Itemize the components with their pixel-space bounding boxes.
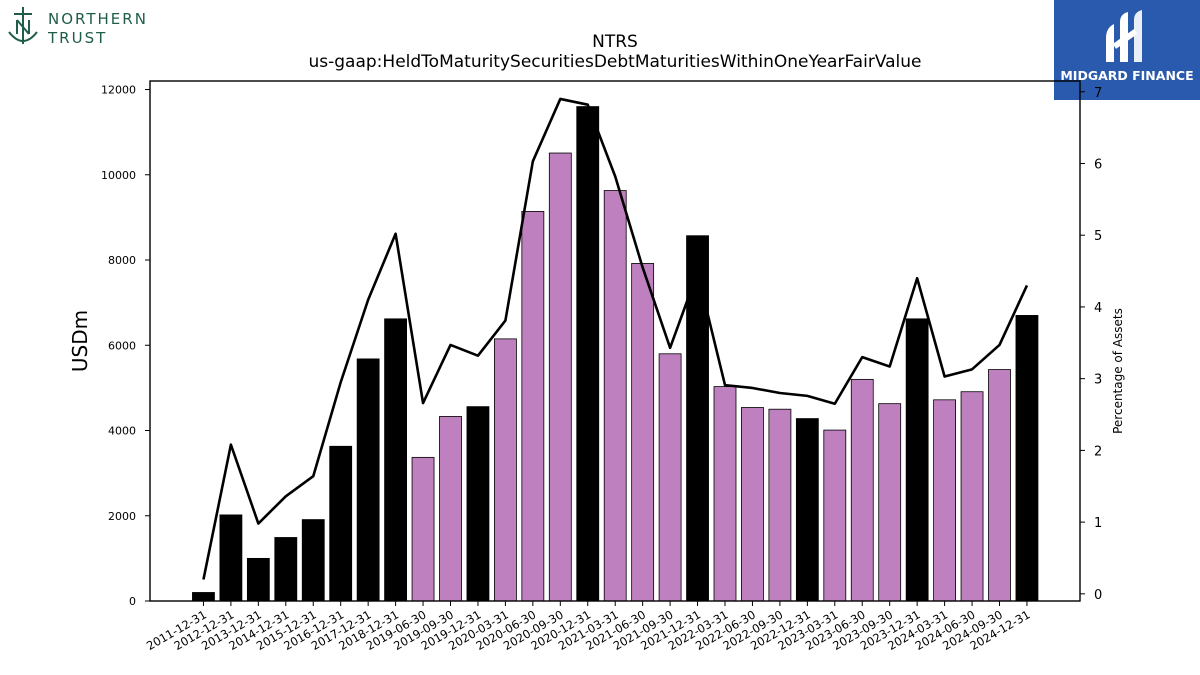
bar-2022-06-30 — [741, 407, 764, 602]
bar-2022-09-30 — [768, 408, 792, 602]
y-tick-label-8000: 8000 — [108, 254, 136, 267]
y2-tick-label-6: 6 — [1094, 157, 1102, 172]
y-axis-label: USDm — [68, 310, 92, 372]
bar-2021-03-31 — [603, 190, 627, 602]
y2-tick-label-5: 5 — [1094, 229, 1102, 244]
bar-2016-12-31 — [329, 445, 353, 602]
logo-text-northern: NORTHERN — [48, 10, 148, 28]
bar-2023-03-31 — [823, 429, 847, 602]
bar-2013-12-31 — [246, 557, 270, 602]
y-tick-label-2000: 2000 — [108, 510, 136, 523]
y-tick-label-10000: 10000 — [101, 169, 136, 182]
bar-2022-03-31 — [713, 386, 737, 602]
y-tick-label-12000: 12000 — [101, 84, 136, 97]
bar-2018-12-31 — [384, 318, 408, 602]
bar-2015-12-31 — [301, 519, 325, 602]
anchor-icon — [8, 7, 38, 44]
bar-2014-12-31 — [274, 537, 298, 602]
bar-2017-12-31 — [356, 358, 380, 602]
bar-2019-09-30 — [439, 416, 462, 602]
bar-2020-12-31 — [576, 106, 600, 602]
y2-tick-label-3: 3 — [1094, 373, 1102, 388]
midgard-finance-logo: MIDGARD FINANCE — [1054, 0, 1200, 100]
bar-2024-06-30 — [960, 391, 984, 602]
percentage-line — [202, 97, 1029, 580]
bar-2022-12-31 — [795, 418, 819, 602]
bar-2011-12-31 — [192, 592, 215, 602]
bar-2023-09-30 — [878, 403, 902, 602]
y2-axis-label: Percentage of Assets — [1111, 308, 1125, 434]
bar-2020-03-31 — [493, 338, 517, 602]
y-tick-label-0: 0 — [129, 595, 136, 608]
y-tick-label-6000: 6000 — [108, 339, 136, 352]
bar-2023-12-31 — [905, 318, 929, 602]
y-tick-label-4000: 4000 — [108, 425, 136, 438]
y2-tick-label-4: 4 — [1094, 301, 1102, 316]
y2-tick-label-1: 1 — [1094, 516, 1102, 531]
logo-text-trust: TRUST — [48, 29, 108, 47]
y2-tick-label-0: 0 — [1094, 588, 1102, 603]
northern-trust-logo — [4, 4, 164, 54]
bar-2024-03-31 — [933, 399, 956, 602]
bar-2019-12-31 — [466, 406, 490, 602]
y2-tick-label-2: 2 — [1094, 444, 1102, 459]
midgard-mark-icon — [1106, 10, 1142, 62]
chart-subtitle: us-gaap:HeldToMaturitySecuritiesDebtMatu… — [308, 52, 922, 72]
bar-2023-06-30 — [850, 378, 874, 602]
bar-2020-06-30 — [521, 211, 545, 602]
bar-2021-06-30 — [631, 263, 655, 602]
logo-text-midgard: MIDGARD FINANCE — [1060, 68, 1194, 83]
chart-title: NTRS — [592, 32, 638, 52]
bar-2024-12-31 — [1015, 315, 1039, 602]
y2-tick-label-7: 7 — [1094, 86, 1102, 101]
bar-2020-09-30 — [548, 152, 572, 602]
bar-2012-12-31 — [219, 514, 243, 602]
bar-2024-09-30 — [988, 369, 1011, 602]
bar-2019-06-30 — [411, 456, 435, 602]
bar-2021-09-30 — [658, 353, 682, 602]
